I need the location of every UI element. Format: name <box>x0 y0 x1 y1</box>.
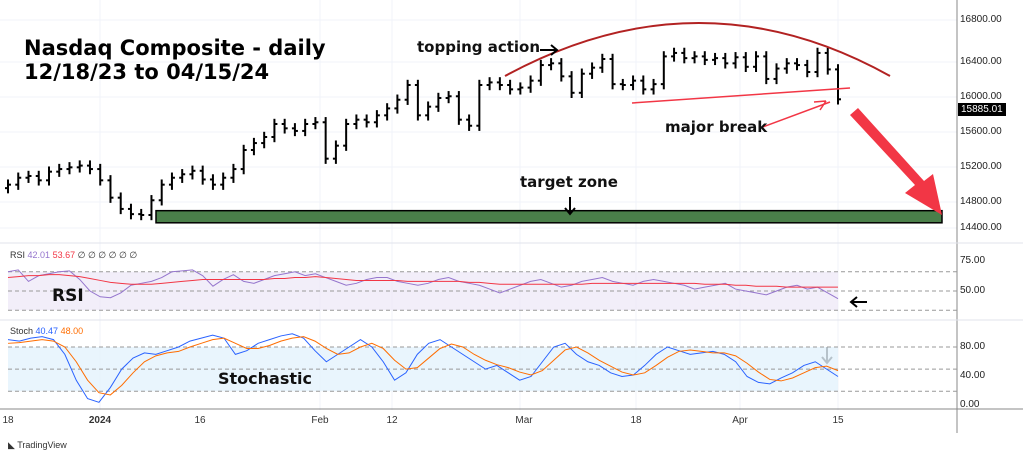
price-axis-label: 15200.00 <box>960 161 1002 172</box>
time-axis-label: 2024 <box>88 415 112 426</box>
price-axis-label: 16800.00 <box>960 14 1002 25</box>
price-axis-label: 15600.00 <box>960 126 1002 137</box>
down-arrow-small-icon <box>564 197 576 216</box>
rsi-axis-label: 50.00 <box>960 285 986 296</box>
price-axis-label: 16000.00 <box>960 91 1002 102</box>
rsi-ma-value: 53.67 <box>52 250 76 260</box>
stoch-k-value: 40.47 <box>35 326 59 336</box>
topping-annotation: topping action <box>417 38 541 56</box>
last-price-tag: 15885.01 <box>958 103 1006 116</box>
stoch-axis-label: 80.00 <box>960 341 986 352</box>
stoch-axis-label: 40.00 <box>960 370 986 381</box>
break-pointer-head <box>813 100 827 111</box>
title-line2: 12/18/23 to 04/15/24 <box>24 60 270 84</box>
rsi-legend-label: RSI <box>10 250 26 260</box>
tradingview-logo[interactable]: ◣ TradingView <box>8 440 67 450</box>
stoch-legend: Stoch 40.47 48.00 <box>10 326 83 336</box>
rsi-legend: RSI 42.01 53.67 ∅ ∅ ∅ ∅ ∅ ∅ <box>10 250 137 261</box>
price-axis-label: 14800.00 <box>960 196 1002 207</box>
stoch-axis-label: 0.00 <box>960 399 980 410</box>
rsi-line <box>7 269 839 300</box>
time-axis-label: Feb <box>311 415 329 426</box>
down-arrow-icon <box>850 108 942 215</box>
time-axis-label: 18 <box>630 415 642 426</box>
chart-title: Nasdaq Composite - daily 12/18/23 to 04/1… <box>24 36 326 84</box>
brand-text: TradingView <box>17 440 67 450</box>
time-axis-label: 18 <box>2 415 14 426</box>
rsi-ma-line <box>7 274 838 288</box>
break-annotation: major break <box>665 118 768 136</box>
price-axis-label: 16400.00 <box>960 56 1002 67</box>
time-axis-label: 12 <box>386 415 398 426</box>
rsi-annotation: RSI <box>52 286 84 306</box>
break-pointer-line <box>759 101 831 129</box>
topping-arc <box>504 22 891 77</box>
target-annotation: target zone <box>520 173 618 191</box>
stoch-d-line <box>7 336 839 396</box>
stoch-d-value: 48.00 <box>60 326 84 336</box>
price-axis-label: 14400.00 <box>960 222 1002 233</box>
stoch-annotation: Stochastic <box>218 369 312 388</box>
rsi-extra: ∅ ∅ ∅ ∅ ∅ ∅ <box>77 250 138 260</box>
rsi-value: 42.01 <box>27 250 51 260</box>
time-axis-label: 15 <box>832 415 844 426</box>
stoch-k-line <box>7 333 839 403</box>
stoch-legend-label: Stoch <box>10 326 34 336</box>
support-trendline <box>631 87 851 104</box>
time-axis-label: Apr <box>732 415 748 426</box>
title-line1: Nasdaq Composite - daily <box>24 36 326 60</box>
right-arrow-icon <box>540 44 559 56</box>
rsi-axis-label: 75.00 <box>960 255 986 266</box>
target-zone-box <box>155 209 943 224</box>
left-arrow-icon <box>849 296 867 308</box>
time-axis-label: Mar <box>515 415 533 426</box>
time-axis-label: 16 <box>194 415 206 426</box>
